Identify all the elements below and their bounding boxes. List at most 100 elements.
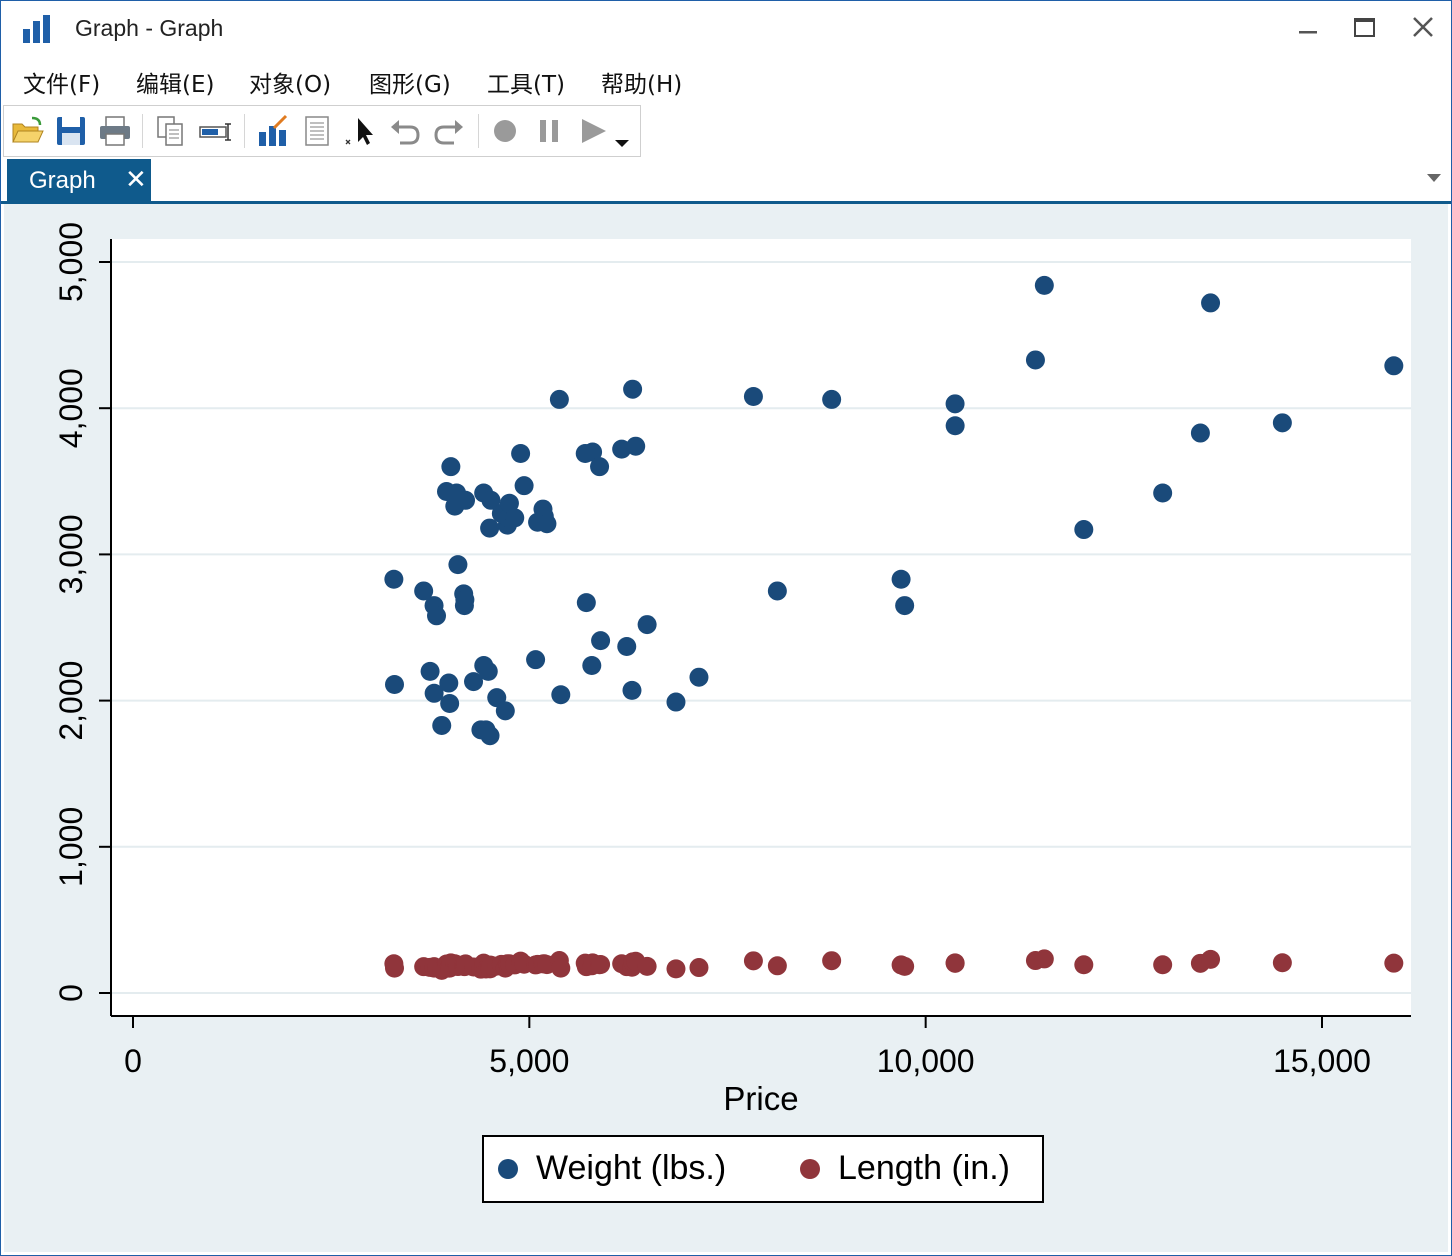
dropdown-icon[interactable] [610,114,634,148]
play-icon[interactable] [576,114,610,148]
weight-point [549,389,569,409]
length-point [767,956,787,976]
weight-point [582,656,602,676]
y-tick-label: 4,000 [53,368,89,448]
redo-icon[interactable] [432,114,466,148]
tab-graph[interactable]: Graph ✕ [7,159,151,201]
app-graph-icon [23,15,50,43]
menu-help[interactable]: 帮助(H) [601,72,683,98]
weight-point [385,675,405,695]
weight-point [1384,356,1404,376]
x-tick-label: 0 [124,1043,142,1079]
weight-point [591,631,611,651]
length-point [1384,953,1404,973]
weight-point [456,490,476,510]
copy-icon[interactable] [154,114,188,148]
menu-edit[interactable]: 编辑(E) [136,72,215,98]
y-tick-label: 3,000 [53,514,89,594]
y-tick-label: 1,000 [53,807,89,887]
weight-point [1074,520,1094,540]
weight-point [623,379,643,399]
menu-tools[interactable]: 工具(T) [487,72,565,98]
weight-point [945,394,965,414]
weight-point [622,680,642,700]
toolbar-separator [142,114,143,148]
weight-point [440,694,460,714]
length-point [637,956,657,976]
weight-point [432,715,452,735]
length-point [1153,955,1173,975]
weight-point [1034,275,1054,295]
pause-icon[interactable] [532,114,566,148]
window-title: Graph - Graph [75,15,224,41]
weight-point [822,389,842,409]
x-tick-label: 10,000 [877,1043,975,1079]
length-point [591,954,611,974]
weight-point [448,555,468,575]
tab-overflow-chevron-down-icon[interactable] [1425,171,1443,183]
weight-point [414,581,434,601]
toolbar-separator [244,114,245,148]
title-bar[interactable]: Graph - Graph [1,1,1451,57]
length-point [1074,955,1094,975]
length-point [689,958,709,978]
length-point [945,953,965,973]
weight-point [384,569,404,589]
weight-point [1272,413,1292,433]
scatter-chart: 0 1,000 2,000 3,000 4,000 5,000 0 5,000 10,000 15… [53,222,1411,1117]
x-axis-title: Price [723,1080,798,1117]
tab-close-icon[interactable]: ✕ [125,165,147,195]
x-tick-label: 15,000 [1273,1043,1371,1079]
weight-point [626,436,646,456]
weight-point [420,661,440,681]
weight-point [551,685,571,705]
weight-point [767,581,787,601]
weight-point [424,683,444,703]
y-tick-label: 5,000 [53,222,89,302]
menu-graphics[interactable]: 图形(G) [369,72,451,98]
undo-icon[interactable] [388,114,422,148]
close-button[interactable] [1401,11,1445,47]
legend-length-marker [800,1159,820,1179]
weight-point [480,518,500,538]
weight-point [514,476,534,496]
legend-weight-label: Weight (lbs.) [536,1149,727,1187]
graph-editor-icon[interactable] [256,114,290,148]
length-point [895,956,915,976]
weight-point [576,593,596,613]
menu-file[interactable]: 文件(F) [23,72,101,98]
pointer-icon[interactable] [344,114,378,148]
weight-point [505,508,525,528]
weight-point [1025,350,1045,370]
record-icon[interactable] [488,114,522,148]
weight-point [481,490,501,510]
chart-legend: Weight (lbs.) Length (in.) [482,1135,1044,1203]
minimize-button[interactable] [1285,11,1329,47]
weight-point [480,726,500,746]
print-icon[interactable] [98,114,132,148]
y-tick-label: 0 [53,984,89,1002]
length-point [1272,953,1292,973]
maximize-button[interactable] [1343,11,1387,47]
length-point [1034,949,1054,969]
weight-point [464,672,484,692]
open-icon[interactable] [10,114,44,148]
rename-icon[interactable] [198,114,232,148]
legend-weight-marker [498,1159,518,1179]
tab-graph-label: Graph [29,167,96,194]
weight-point [590,457,610,477]
length-point [385,958,405,978]
weight-point [1201,293,1221,313]
weight-point [891,569,911,589]
menu-object[interactable]: 对象(O) [249,72,332,98]
length-point [743,951,763,971]
save-icon[interactable] [54,114,88,148]
weight-point [637,615,657,635]
graph-canvas: 0 1,000 2,000 3,000 4,000 5,000 0 5,000 10,000 15… [4,204,1448,1252]
toolbar [3,105,641,157]
weight-point [511,444,531,464]
data-editor-icon[interactable] [300,114,334,148]
weight-point [427,606,447,626]
y-tick-label: 2,000 [53,661,89,741]
